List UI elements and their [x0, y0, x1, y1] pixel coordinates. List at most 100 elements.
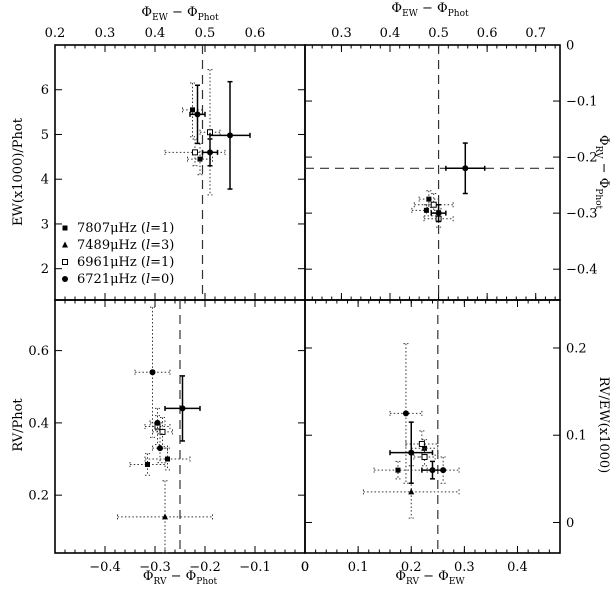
data-point: [445, 142, 486, 195]
legend-marker-square-open: [62, 259, 68, 265]
legend-degree: =1): [150, 221, 174, 236]
data-point: [149, 415, 166, 431]
marker-square-filled: [423, 207, 429, 213]
data-point: [144, 447, 191, 471]
y-tick-label: 0.4: [28, 416, 49, 431]
legend-l-symbol: l: [146, 238, 150, 253]
legend-frequency: 6721μHz: [77, 272, 137, 287]
data-point: [189, 84, 206, 145]
legend-item: 6961μHz (l=1): [62, 255, 174, 270]
panel-top-right: 0.3 0.4 0.5 0.6 0.7 0 −0.1 −0.2 −0.3 −0.4: [304, 26, 598, 301]
x-tick-label: 0.5: [195, 26, 216, 41]
legend-marker-triangle-filled: [62, 241, 68, 248]
data-point: [144, 407, 171, 446]
marker-circle-filled: [408, 449, 415, 456]
legend-l-symbol: l: [146, 255, 150, 270]
panels-layer: 0.2 0.3 0.4 0.5 0.6 2 3 4 5 6 0.3 0.4 0.5 0.6 0.7 0 −0.1…: [28, 26, 597, 575]
legend-frequency: 6961μHz: [77, 255, 137, 270]
marker-circle-filled: [440, 467, 447, 474]
x-tick-label: −0.4: [89, 560, 121, 575]
panel-frame-top-right: [304, 44, 561, 301]
data-point: [426, 456, 460, 484]
legend-marker-circle-filled: [62, 276, 68, 282]
panel-bottom-right: 0 0.1 0.2 0.3 0.4 0 0.1 0.2: [301, 299, 587, 575]
bottom-left-ylabel: RV/Phot: [11, 398, 26, 452]
marker-circle-filled: [429, 467, 436, 474]
y-tick-label: −0.1: [566, 95, 598, 110]
y-tick-label: −0.2: [566, 151, 598, 166]
legend-degree: =0): [150, 272, 174, 287]
data-point: [117, 480, 213, 554]
data-point: [129, 453, 166, 476]
data-point: [199, 69, 221, 196]
legend-open: (: [137, 238, 146, 253]
data-point: [389, 421, 434, 484]
data-point: [209, 80, 251, 190]
x-tick-label: 0: [301, 560, 309, 575]
marker-circle-filled: [157, 445, 163, 452]
data-point: [201, 138, 219, 167]
legend-item: 7489μHz (l=3): [62, 238, 174, 253]
y-tick-label: −0.4: [566, 263, 598, 278]
marker-square-filled: [165, 456, 170, 462]
legend-label: 7489μHz (l=3): [77, 238, 174, 253]
y-tick-label: 5: [41, 128, 49, 143]
legend-frequency: 7807μHz: [77, 221, 137, 236]
top-right-xlabel: ΦEW − ΦPhot: [391, 1, 469, 19]
legend-label: 6961μHz (l=1): [77, 255, 174, 270]
legend-open: (: [137, 221, 146, 236]
legend-degree: =3): [150, 238, 174, 253]
top-left-xlabel: ΦEW − ΦPhot: [141, 5, 219, 23]
legend-open: (: [137, 272, 146, 287]
y-tick-label: 4: [41, 173, 49, 188]
panel-frame-bottom-right: [304, 299, 561, 554]
marker-square-open: [192, 149, 198, 156]
data-point: [373, 460, 423, 480]
data-point: [430, 203, 447, 223]
marker-circle-filled: [194, 111, 201, 118]
legend-open: (: [137, 255, 146, 270]
top-right-ylabel: ΦRV − ΦPhot: [593, 135, 611, 210]
data-point: [187, 142, 213, 176]
marker-square-open: [159, 428, 166, 435]
panel-bottom-left: −0.4 −0.3 −0.2 −0.1 0 0.2 0.4 0.6: [28, 299, 309, 575]
x-tick-label: 0: [301, 560, 309, 575]
marker-square-filled: [145, 461, 150, 467]
x-tick-label: 0.2: [401, 560, 422, 575]
x-tick-label: 0.3: [95, 26, 116, 41]
marker-square-filled: [197, 156, 203, 162]
marker-square-open: [421, 454, 428, 461]
top-left-ylabel: EW(x1000)/Phot: [11, 117, 26, 226]
data-point: [418, 190, 440, 209]
legend-label: 6721μHz (l=0): [77, 272, 174, 287]
marker-circle-filled: [149, 369, 156, 376]
marker-square-filled: [190, 107, 195, 113]
marker-circle-filled: [179, 405, 186, 412]
data-point: [182, 82, 203, 138]
x-tick-label: 0.4: [380, 26, 401, 41]
legend-item: 6721μHz (l=0): [62, 272, 174, 287]
bottom-right-ylabel: RV/EW(x1000): [596, 377, 611, 474]
x-tick-label: −0.1: [239, 560, 271, 575]
y-tick-label: 2: [41, 262, 49, 277]
marker-triangle-filled: [408, 488, 415, 495]
legend-frequency: 7489μHz: [77, 238, 137, 253]
x-tick-label: 0.5: [428, 26, 449, 41]
data-point: [152, 433, 168, 464]
x-tick-label: 0.6: [245, 26, 266, 41]
x-tick-label: 0.3: [331, 26, 352, 41]
x-tick-label: 0.2: [45, 26, 66, 41]
y-tick-label: 0: [566, 39, 574, 54]
marker-circle-filled: [227, 132, 233, 139]
marker-square-open: [430, 201, 437, 208]
legend-marker-square-filled: [62, 225, 68, 231]
data-point: [389, 343, 423, 484]
data-point: [164, 375, 201, 442]
x-tick-label: 0.3: [454, 560, 475, 575]
marker-circle-filled: [462, 165, 469, 172]
legend: 7807μHz (l=1)7489μHz (l=3)6961μHz (l=1)6…: [62, 221, 174, 287]
marker-square-filled: [426, 196, 432, 202]
y-tick-label: 0.6: [28, 344, 49, 359]
legend-l-symbol: l: [146, 272, 150, 287]
legend-degree: =1): [150, 255, 174, 270]
